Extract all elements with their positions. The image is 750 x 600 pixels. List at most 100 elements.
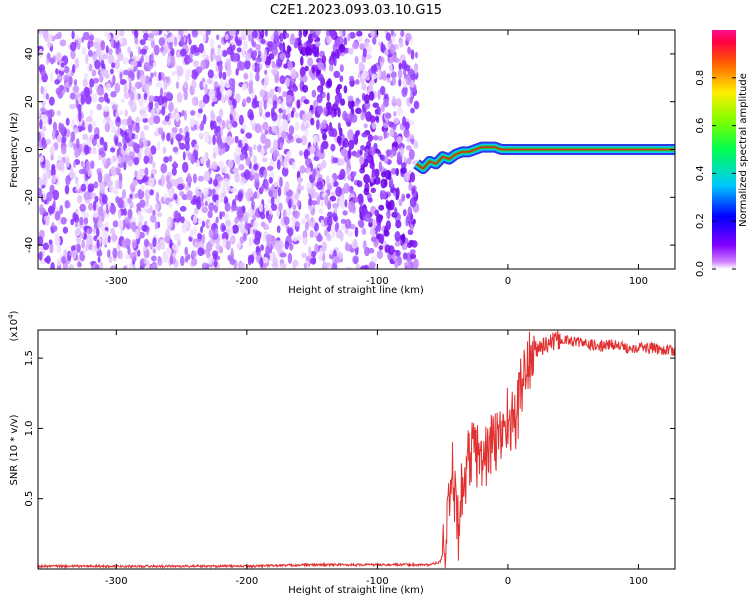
noise-blob bbox=[394, 241, 401, 247]
noise-blob bbox=[192, 173, 197, 184]
noise-blob bbox=[214, 125, 219, 136]
noise-blob bbox=[104, 122, 111, 133]
noise-blob bbox=[49, 243, 54, 254]
noise-blob bbox=[379, 61, 384, 67]
noise-blob bbox=[378, 245, 384, 251]
noise-blob bbox=[137, 46, 142, 56]
noise-blob bbox=[196, 113, 202, 119]
noise-blob bbox=[124, 109, 128, 117]
noise-blob bbox=[358, 220, 365, 229]
noise-blob bbox=[282, 108, 287, 116]
noise-blob bbox=[133, 157, 140, 166]
noise-blob bbox=[104, 31, 109, 38]
noise-blob bbox=[125, 147, 131, 154]
noise-blob bbox=[405, 171, 410, 181]
noise-blob bbox=[110, 156, 114, 165]
noise-blob bbox=[87, 183, 95, 193]
noise-blob bbox=[278, 202, 283, 212]
noise-blob bbox=[326, 105, 333, 116]
noise-blob bbox=[304, 213, 310, 220]
noise-blob bbox=[333, 109, 337, 117]
noise-blob bbox=[243, 169, 251, 181]
noise-blob bbox=[286, 106, 290, 115]
noise-blob bbox=[191, 96, 198, 106]
noise-blob bbox=[226, 66, 232, 77]
noise-blob bbox=[349, 75, 355, 82]
noise-blob bbox=[165, 175, 170, 183]
noise-blob bbox=[56, 110, 62, 116]
noise-blob bbox=[153, 44, 160, 56]
noise-blob bbox=[201, 220, 206, 228]
noise-blob bbox=[142, 175, 149, 183]
noise-blob bbox=[144, 62, 149, 68]
noise-blob bbox=[218, 108, 224, 118]
noise-blob bbox=[409, 96, 413, 104]
noise-blob bbox=[364, 213, 372, 222]
noise-blob bbox=[335, 186, 342, 197]
noise-blob bbox=[38, 236, 44, 246]
noise-blob bbox=[179, 48, 187, 57]
noise-blob bbox=[208, 256, 213, 265]
noise-blob bbox=[304, 221, 309, 231]
noise-blob bbox=[42, 242, 50, 251]
noise-blob bbox=[216, 87, 220, 94]
noise-blob bbox=[198, 132, 202, 138]
noise-blob bbox=[369, 146, 376, 156]
noise-blob bbox=[291, 220, 296, 231]
noise-blob bbox=[139, 214, 144, 222]
noise-blob bbox=[77, 104, 82, 113]
noise-blob bbox=[296, 235, 302, 242]
noise-blob bbox=[136, 69, 141, 80]
noise-blob bbox=[196, 120, 200, 131]
noise-blob bbox=[228, 123, 232, 130]
noise-blob bbox=[237, 59, 242, 71]
noise-blob bbox=[137, 169, 144, 180]
noise-blob bbox=[388, 199, 395, 211]
noise-blob bbox=[344, 243, 352, 252]
noise-blob bbox=[50, 71, 54, 83]
noise-blob bbox=[406, 193, 411, 199]
noise-blob bbox=[38, 251, 43, 261]
noise-blob bbox=[383, 129, 387, 140]
noise-blob bbox=[303, 150, 311, 157]
noise-blob bbox=[235, 68, 239, 76]
noise-blob bbox=[378, 204, 385, 211]
noise-blob bbox=[290, 110, 295, 118]
noise-blob bbox=[165, 247, 172, 256]
noise-blob bbox=[297, 176, 302, 185]
noise-blob bbox=[277, 186, 282, 197]
noise-blob bbox=[65, 157, 70, 168]
noise-blob bbox=[268, 177, 273, 184]
noise-blob bbox=[82, 31, 90, 41]
noise-blob bbox=[207, 69, 214, 79]
noise-blob bbox=[150, 145, 157, 155]
noise-blob bbox=[285, 94, 293, 104]
noise-blob bbox=[222, 178, 230, 188]
noise-blob bbox=[49, 57, 55, 65]
noise-blob bbox=[249, 71, 254, 82]
noise-blob bbox=[68, 103, 76, 110]
noise-blob bbox=[264, 129, 269, 135]
noise-blob bbox=[308, 197, 313, 208]
noise-blob bbox=[249, 147, 253, 158]
noise-blob bbox=[117, 52, 124, 62]
noise-blob bbox=[96, 228, 100, 237]
x-tick-label: -300 bbox=[105, 276, 128, 287]
noise-blob bbox=[317, 232, 322, 242]
noise-blob bbox=[363, 174, 370, 184]
noise-blob bbox=[131, 187, 135, 193]
noise-blob bbox=[212, 152, 217, 159]
noise-blob bbox=[294, 121, 300, 131]
noise-blob bbox=[251, 63, 256, 72]
noise-blob bbox=[328, 126, 334, 137]
noise-blob bbox=[72, 250, 77, 260]
noise-blob bbox=[119, 37, 124, 45]
snr-x-axis-label: Height of straight line (km) bbox=[288, 585, 424, 596]
noise-blob bbox=[127, 70, 134, 79]
noise-blob bbox=[48, 96, 55, 106]
noise-blob bbox=[329, 55, 334, 62]
noise-blob bbox=[355, 79, 360, 85]
x-tick-label: -100 bbox=[366, 576, 389, 587]
noise-blob bbox=[186, 194, 193, 201]
noise-blob bbox=[152, 209, 156, 217]
